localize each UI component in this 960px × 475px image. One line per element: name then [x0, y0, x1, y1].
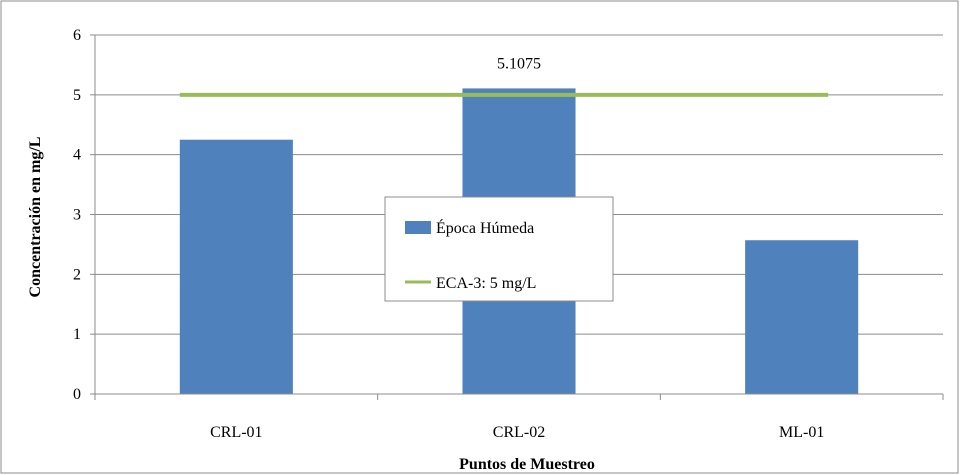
y-tick-label: 2	[73, 266, 81, 283]
y-tick-label: 6	[73, 27, 81, 44]
x-axis-title: Puntos de Muestreo	[459, 456, 595, 473]
axes: 0 1 2 3 4 5 6 CRL-01 CRL-02 ML-01	[73, 27, 944, 441]
legend-item-line: ECA-3: 5 mg/L	[436, 275, 536, 292]
data-labels: 5.1075	[497, 55, 541, 72]
y-tick-label: 3	[73, 207, 81, 224]
legend-item-bar: Época Húmeda	[436, 218, 534, 237]
bar-ml-01	[745, 240, 859, 394]
y-axis-title: Concentración en mg/L	[27, 137, 44, 298]
y-tick-label: 4	[73, 147, 81, 164]
x-tick-label: CRL-02	[493, 424, 545, 441]
y-tick-label: 0	[73, 386, 81, 403]
bar-crl-01	[179, 139, 293, 394]
x-tick-label: ML-01	[779, 424, 824, 441]
y-tick-label: 1	[73, 326, 81, 343]
x-tick-label: CRL-01	[210, 424, 262, 441]
legend-box	[384, 196, 614, 302]
legend: Época Húmeda ECA-3: 5 mg/L	[384, 196, 614, 302]
y-tick-label: 5	[73, 87, 81, 104]
legend-bar-swatch	[405, 221, 431, 234]
data-label-crl-02: 5.1075	[497, 55, 541, 72]
